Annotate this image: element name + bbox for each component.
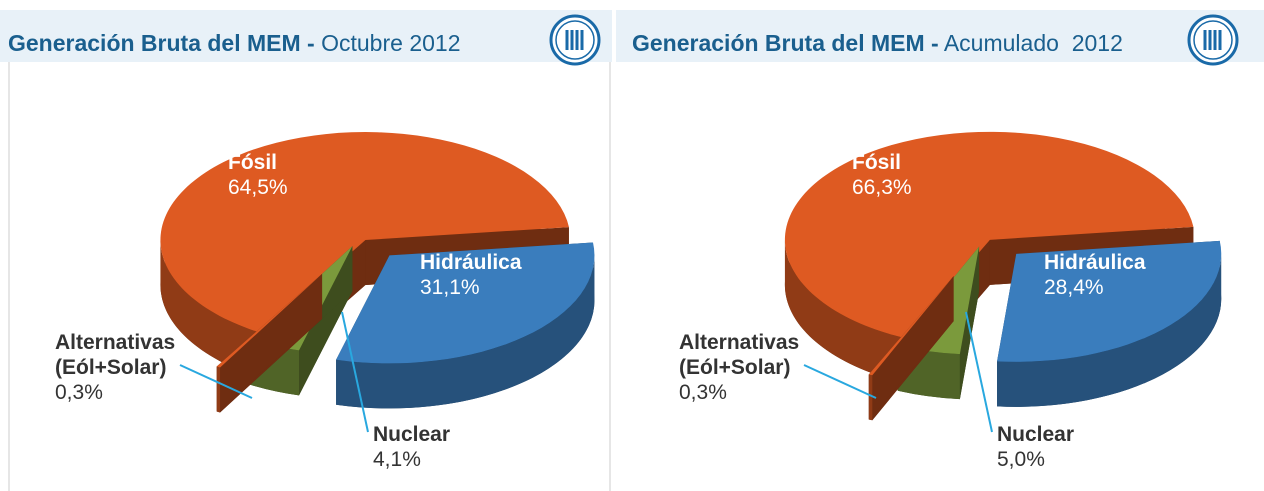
data-label: Nuclear 4,1% [373,422,450,472]
slice [216,273,323,368]
header-bar [616,10,1264,62]
category-label: Fósil [228,151,278,174]
value-label: 5,0% [997,448,1045,471]
value-label: 0,3% [679,381,727,404]
leader-line [965,311,993,433]
chart-title: Generación Bruta del MEM - Octubre 2012 [8,30,460,57]
value-label: 31,1% [420,276,480,299]
data-label: Fósil 66,3% [852,150,912,200]
leader-line [179,364,253,399]
value-label: 66,3% [852,176,912,199]
value-label: 28,4% [1044,276,1104,299]
category-label: Fósil [852,151,902,174]
data-label: Alternativas (Eól+Solar) 0,3% [679,330,829,405]
title: Generación Bruta del MEM - [632,30,939,56]
subtitle: Octubre 2012 [321,30,461,56]
slice [784,131,1194,339]
value-label: 4,1% [373,448,421,471]
slice-side [216,366,221,413]
data-label: Hidráulica 28,4% [1044,250,1146,300]
header-bar [0,10,612,62]
chart-title: Generación Bruta del MEM - Acumulado 201… [632,30,1123,57]
slice-side [160,240,261,378]
category-label: Alternativas (Eól+Solar) [679,331,800,379]
slice [868,276,954,421]
leader-line [341,311,369,433]
value-label: 0,3% [55,381,103,404]
leader-line [803,364,877,399]
slice [336,242,595,364]
subtitle: Acumulado 2012 [943,30,1123,56]
value-label: 64,5% [228,176,288,199]
slice [336,242,595,409]
category-label: Hidráulica [1044,251,1146,274]
slice [997,240,1222,407]
slice [997,240,1222,362]
logo [549,14,601,66]
slice-side [868,374,873,421]
title: Generación Bruta del MEM - [8,30,315,56]
logo [1187,14,1239,66]
slice-cut [216,273,323,412]
data-label: Alternativas (Eól+Solar) 0,3% [55,330,205,405]
slice-side [784,239,906,384]
category-label: Nuclear [373,423,451,446]
category-label: Alternativas (Eól+Solar) [55,331,176,379]
slice-cut [868,276,954,420]
slice-side [997,253,1222,407]
category-label: Hidráulica [420,251,522,274]
slice [160,132,569,333]
slice [868,276,954,376]
data-label: Hidráulica 31,1% [420,250,522,300]
slice [216,273,323,413]
data-label: Fósil 64,5% [228,150,288,200]
slice-side [336,255,595,409]
data-label: Nuclear 5,0% [997,422,1074,472]
category-label: Nuclear [997,423,1075,446]
